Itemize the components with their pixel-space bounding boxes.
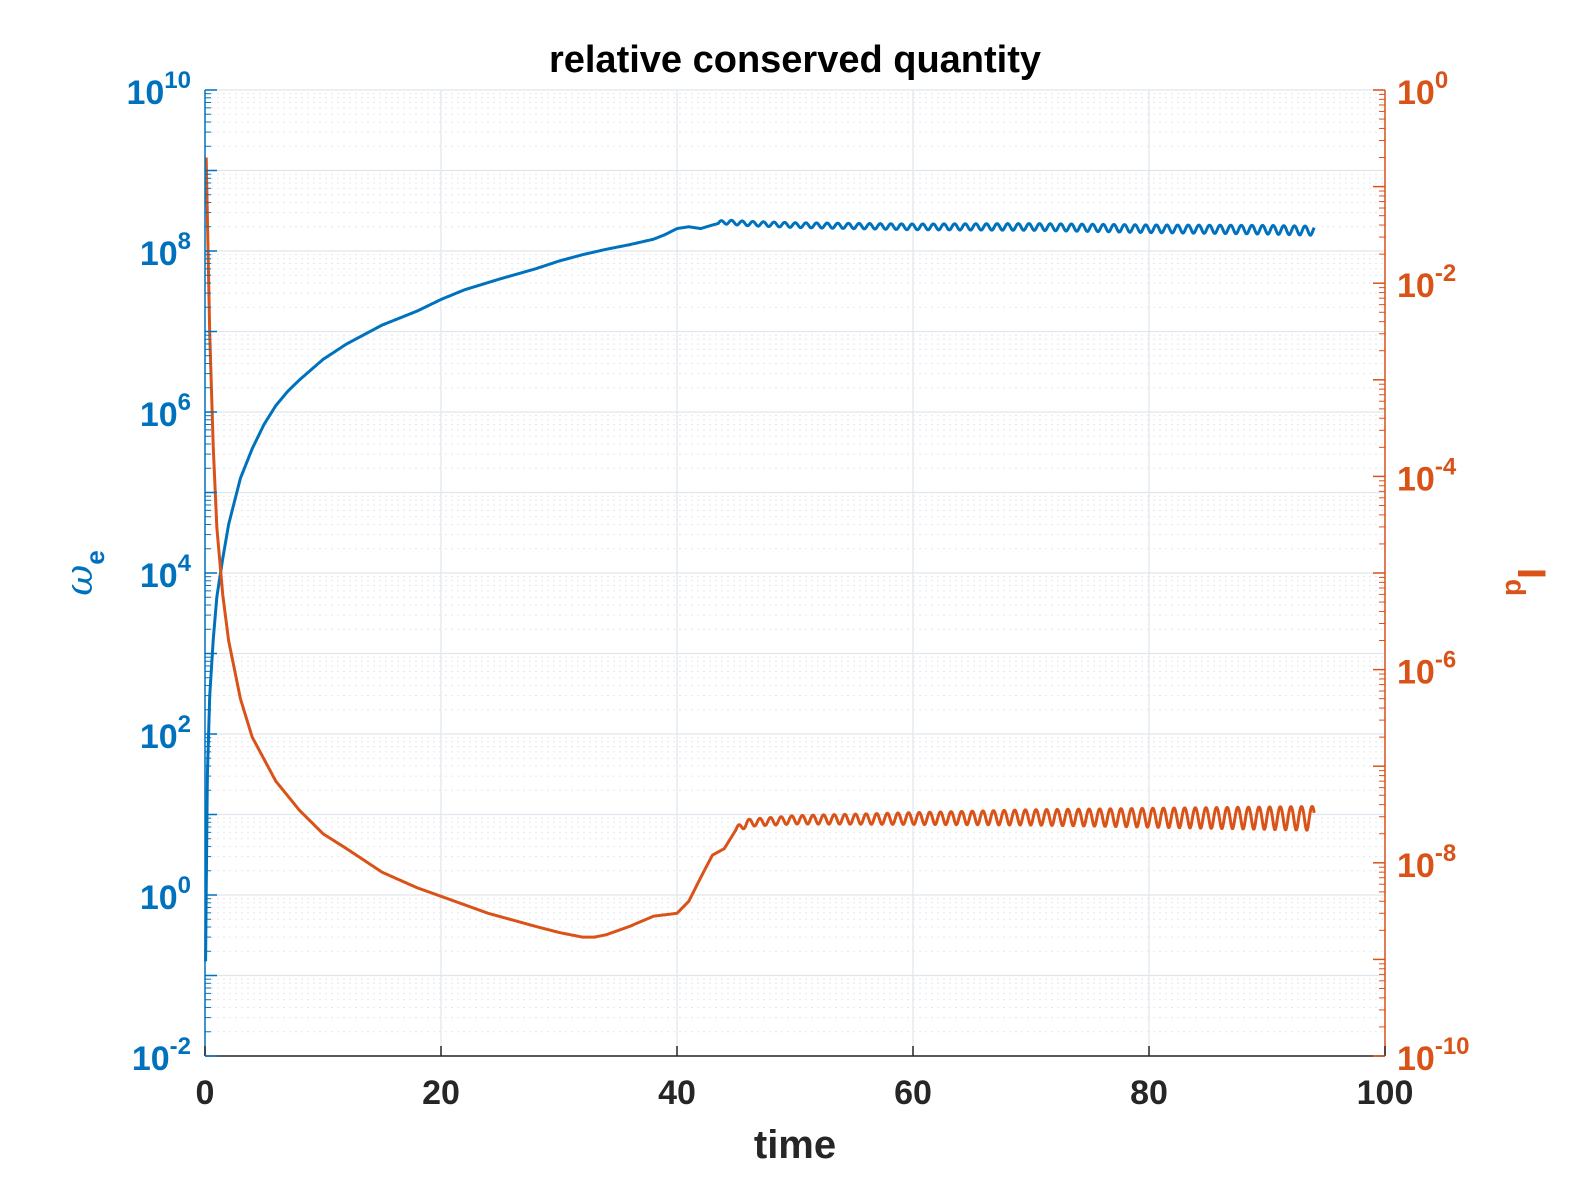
y-left-tick-label: 10-2 [132,1033,191,1078]
y-left-tick-label: 100 [140,872,191,917]
y-right-tick-label: 10-4 [1397,453,1457,498]
y-right-label-text: Id [1500,568,1553,596]
y-left-tick-label: 104 [140,550,192,595]
y-left-tick-label: 102 [140,711,191,756]
series-line-right [204,157,1316,939]
y-left-label-text: ωe [57,550,110,595]
y-left-tick-label: 108 [140,228,191,273]
series-line-left [204,218,1316,962]
x-tick-label: 20 [422,1074,460,1112]
chart-title: relative conserved quantity [549,39,1041,81]
x-tick-label: 0 [196,1074,215,1112]
y-left-tick-label: 1010 [126,67,191,112]
x-tick-label: 100 [1357,1074,1414,1112]
y-right-tick-label: 10-2 [1397,260,1456,305]
ticks-layer: 0 20 40 60 80 100 10-2 100 102 104 106 108 1010 10-10… [126,67,1469,1112]
y-axis-label-left: ωe [57,550,110,595]
y-axis-label-right: Id [1500,568,1553,596]
series-layer [204,157,1316,962]
x-tick-label: 60 [894,1074,932,1112]
x-axis-label: time [754,1123,836,1167]
x-tick-label: 40 [658,1074,696,1112]
y-right-tick-label: 100 [1397,67,1448,112]
x-tick-label: 80 [1130,1074,1168,1112]
y-left-tick-label: 106 [140,389,191,434]
y-right-tick-label: 10-10 [1397,1033,1470,1078]
y-right-tick-label: 10-6 [1397,647,1456,692]
y-right-tick-label: 10-8 [1397,840,1456,885]
